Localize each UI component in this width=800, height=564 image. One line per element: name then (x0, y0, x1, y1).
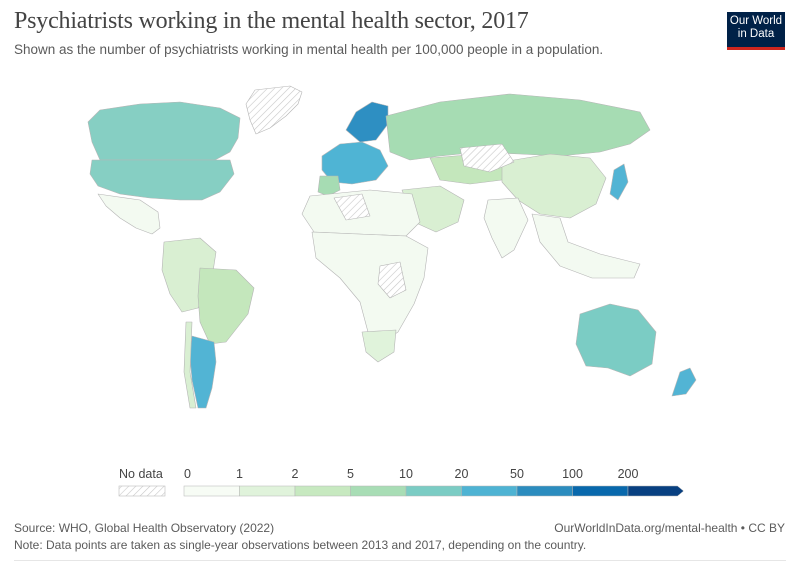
legend-bin[interactable] (350, 485, 407, 497)
country-usa[interactable] (89, 159, 235, 201)
legend-tick-label: 50 (510, 467, 524, 481)
legend-bin[interactable] (239, 485, 296, 497)
legend-bin[interactable] (516, 485, 573, 497)
legend-tick-label: 20 (455, 467, 469, 481)
legend-tick-label: 0 (184, 467, 191, 481)
country-argentina[interactable] (189, 335, 217, 409)
legend-bin[interactable] (572, 485, 629, 497)
country-iberia[interactable] (317, 175, 341, 197)
country-australia[interactable] (575, 303, 657, 377)
source-link[interactable]: OurWorldInData.org/mental-health • CC BY (554, 521, 785, 535)
legend-tick-label: 1 (236, 467, 243, 481)
country-western-sahara-nodata[interactable] (333, 193, 371, 221)
logo-accent-bar (727, 47, 785, 50)
country-new-zealand[interactable] (671, 367, 697, 397)
country-central-africa-nodata[interactable] (377, 261, 407, 299)
legend-bin[interactable] (405, 485, 462, 497)
country-mexico[interactable] (97, 193, 161, 235)
country-chile[interactable] (183, 321, 197, 409)
footer-divider (14, 560, 786, 561)
logo-line-2: in Data (737, 28, 775, 40)
legend-no-data-label: No data (119, 467, 163, 481)
legend-bin[interactable] (627, 485, 684, 497)
legend-tick-label: 2 (292, 467, 299, 481)
note-text: Note: Data points are taken as single-ye… (14, 538, 587, 552)
legend-tick-label: 10 (399, 467, 413, 481)
country-japan[interactable] (609, 163, 629, 201)
legend-bin[interactable] (183, 485, 240, 497)
country-brazil[interactable] (197, 267, 255, 345)
country-russia[interactable] (385, 93, 651, 161)
country-south-africa[interactable] (361, 329, 397, 363)
country-canada[interactable] (87, 101, 241, 161)
legend-tick-label: 5 (347, 467, 354, 481)
source-text: Source: WHO, Global Health Observatory (… (14, 521, 275, 535)
legend-bin[interactable] (461, 485, 518, 497)
chart-title: Psychiatrists working in the mental heal… (14, 8, 529, 34)
color-legend: No data 0 1 2 5 10 20 50 100 200 (118, 467, 684, 497)
country-scandinavia[interactable] (345, 101, 389, 143)
country-india[interactable] (483, 197, 529, 259)
legend-no-data-swatch (118, 485, 166, 497)
country-southeast-asia[interactable] (531, 213, 641, 279)
legend-bin[interactable] (294, 485, 351, 497)
country-mongolia-nodata[interactable] (459, 143, 515, 173)
country-sub-saharan-africa[interactable] (311, 231, 429, 345)
legend-tick-label: 100 (562, 467, 583, 481)
country-china[interactable] (501, 153, 607, 219)
chart-subtitle: Shown as the number of psychiatrists wor… (14, 42, 604, 57)
country-greenland[interactable] (245, 85, 303, 135)
logo-line-1: Our World (729, 15, 783, 27)
owid-logo[interactable]: Our World in Data (727, 12, 785, 50)
world-map[interactable] (40, 82, 720, 412)
legend-tick-label: 200 (618, 467, 639, 481)
